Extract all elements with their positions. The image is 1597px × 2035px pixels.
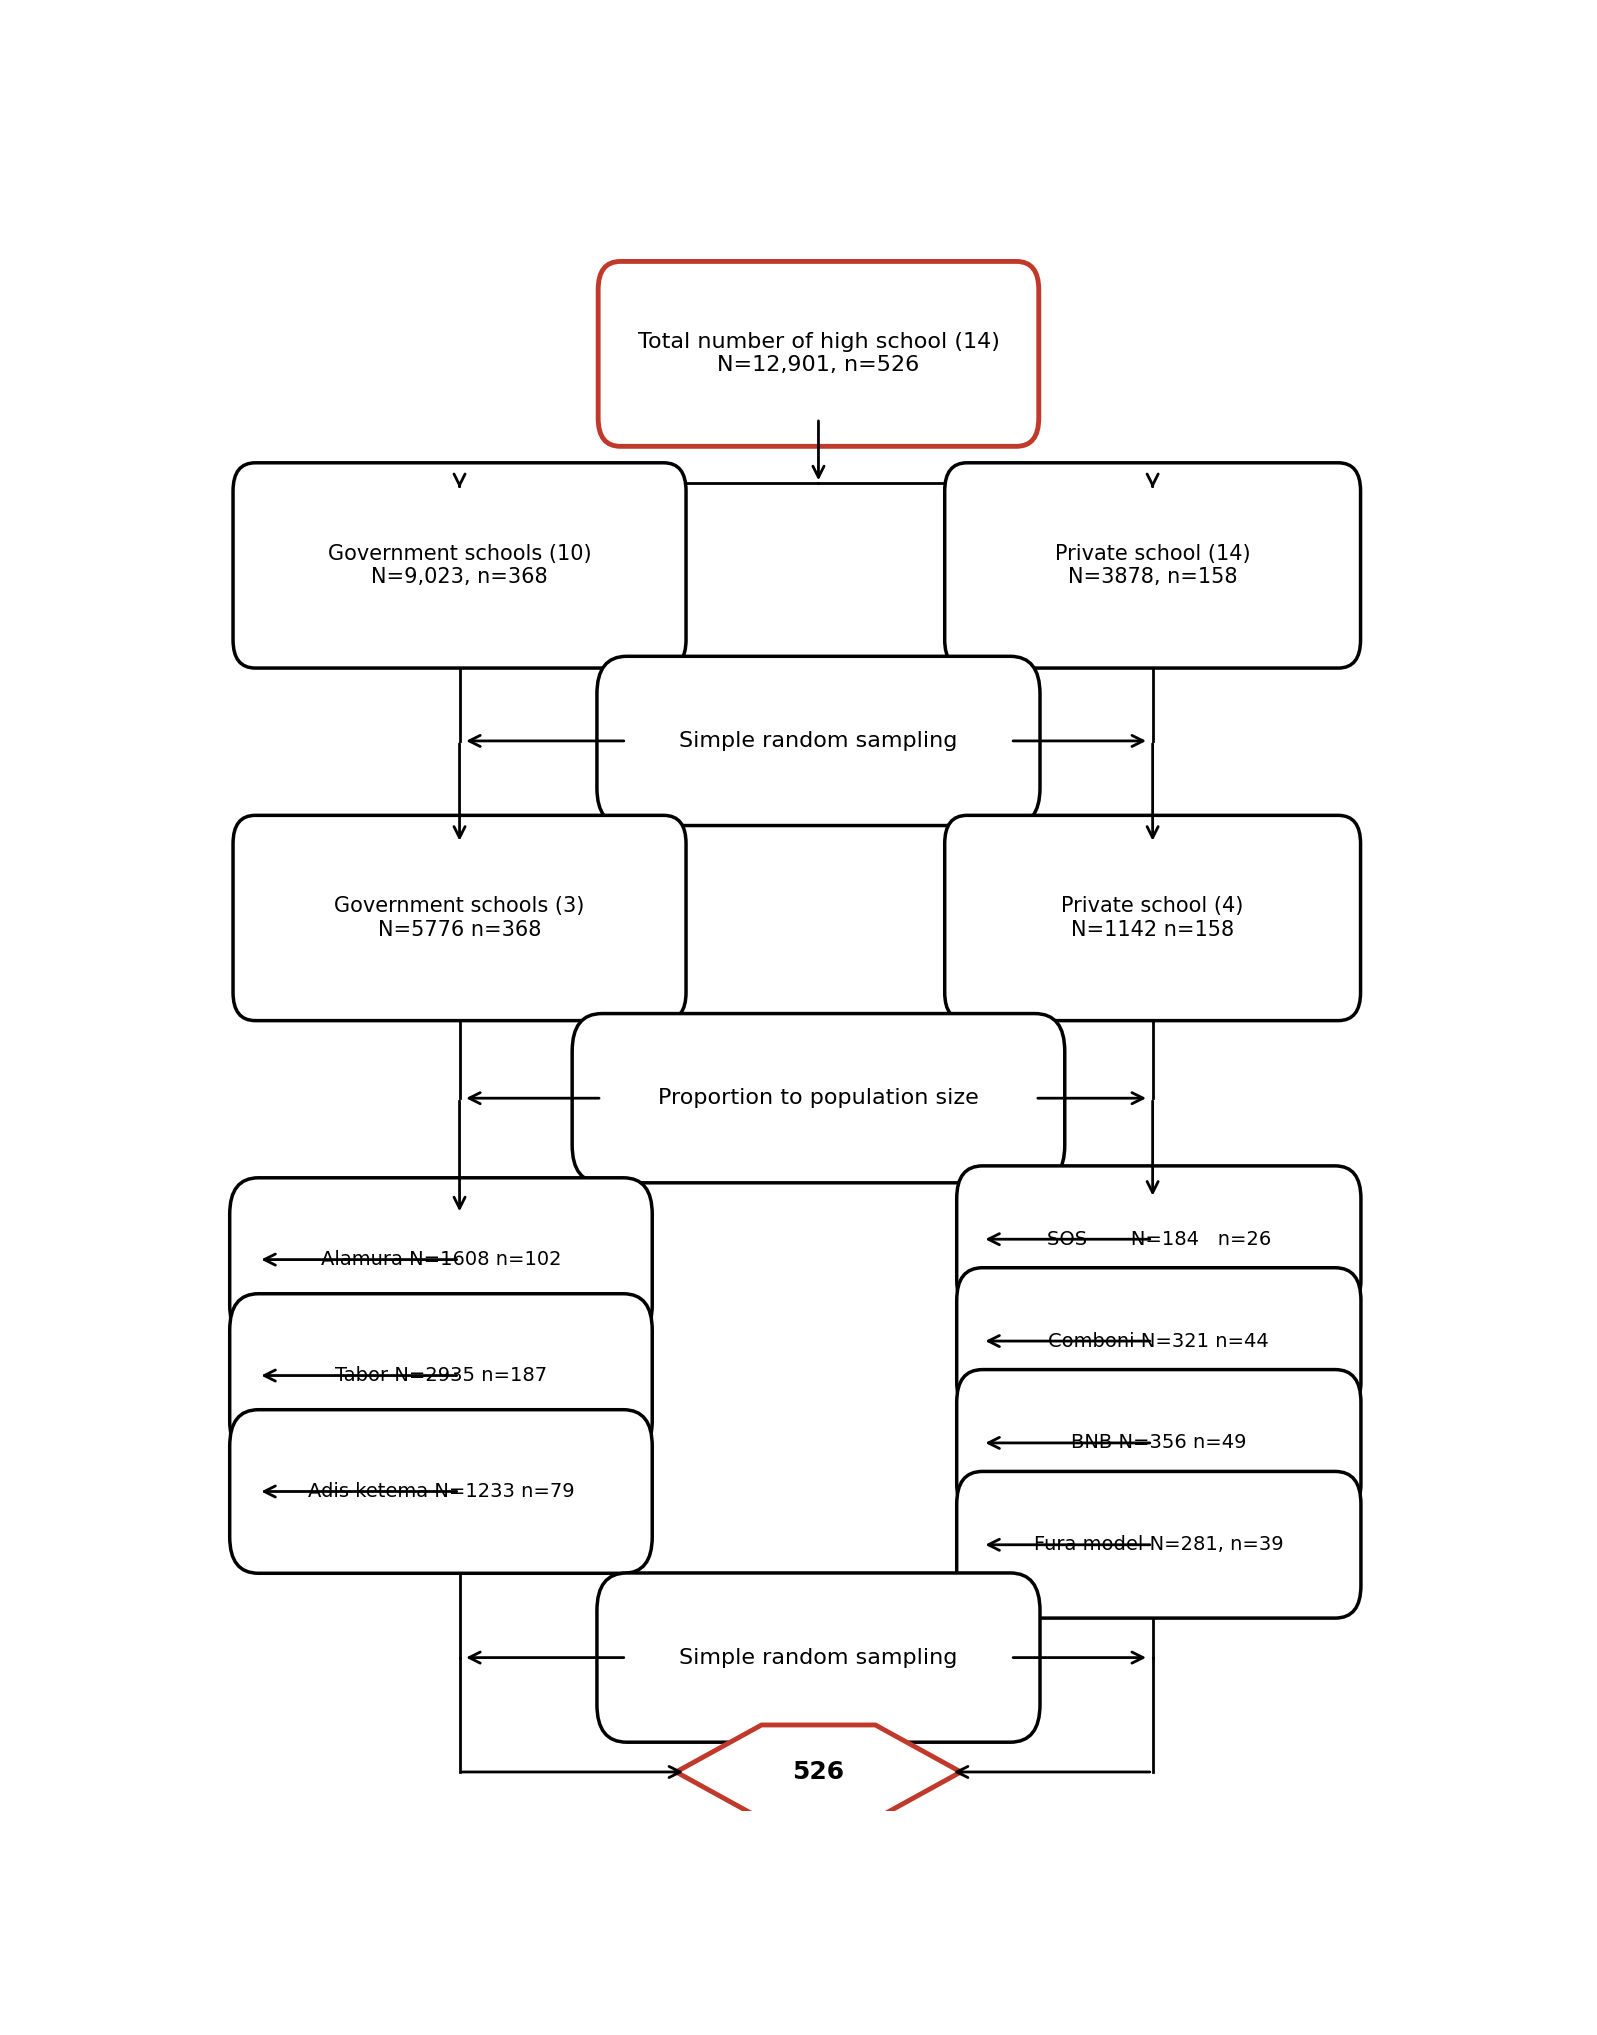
- FancyBboxPatch shape: [233, 816, 687, 1022]
- Text: Government schools (10)
N=9,023, n=368: Government schools (10) N=9,023, n=368: [327, 543, 591, 586]
- Text: Adis ketema N=1233 n=79: Adis ketema N=1233 n=79: [308, 1481, 575, 1502]
- Text: 526: 526: [792, 1760, 845, 1785]
- FancyBboxPatch shape: [230, 1294, 652, 1457]
- FancyBboxPatch shape: [957, 1268, 1361, 1414]
- Text: Alamura N=1608 n=102: Alamura N=1608 n=102: [321, 1249, 561, 1270]
- Text: Government schools (3)
N=5776 n=368: Government schools (3) N=5776 n=368: [334, 895, 585, 940]
- Text: Fura model N=281, n=39: Fura model N=281, n=39: [1033, 1534, 1284, 1555]
- Text: Simple random sampling: Simple random sampling: [679, 1648, 958, 1667]
- FancyBboxPatch shape: [230, 1178, 652, 1341]
- FancyBboxPatch shape: [945, 462, 1361, 667]
- FancyBboxPatch shape: [597, 657, 1040, 826]
- FancyBboxPatch shape: [572, 1013, 1065, 1182]
- Text: Proportion to population size: Proportion to population size: [658, 1089, 979, 1109]
- FancyBboxPatch shape: [957, 1166, 1361, 1313]
- Text: Comboni N=321 n=44: Comboni N=321 n=44: [1049, 1331, 1270, 1351]
- FancyBboxPatch shape: [957, 1471, 1361, 1618]
- Text: Simple random sampling: Simple random sampling: [679, 731, 958, 751]
- FancyBboxPatch shape: [230, 1410, 652, 1573]
- Text: Total number of high school (14)
N=12,901, n=526: Total number of high school (14) N=12,90…: [637, 332, 1000, 376]
- Text: Private school (4)
N=1142 n=158: Private school (4) N=1142 n=158: [1062, 895, 1244, 940]
- FancyBboxPatch shape: [945, 816, 1361, 1022]
- Text: BNB N=356 n=49: BNB N=356 n=49: [1072, 1433, 1247, 1453]
- FancyBboxPatch shape: [957, 1370, 1361, 1516]
- Polygon shape: [676, 1726, 961, 1819]
- FancyBboxPatch shape: [597, 1573, 1040, 1742]
- Text: Private school (14)
N=3878, n=158: Private school (14) N=3878, n=158: [1056, 543, 1250, 586]
- Text: Tabor N=2935 n=187: Tabor N=2935 n=187: [335, 1365, 548, 1386]
- Text: SOS       N=184   n=26: SOS N=184 n=26: [1046, 1229, 1271, 1249]
- FancyBboxPatch shape: [233, 462, 687, 667]
- FancyBboxPatch shape: [599, 260, 1038, 446]
